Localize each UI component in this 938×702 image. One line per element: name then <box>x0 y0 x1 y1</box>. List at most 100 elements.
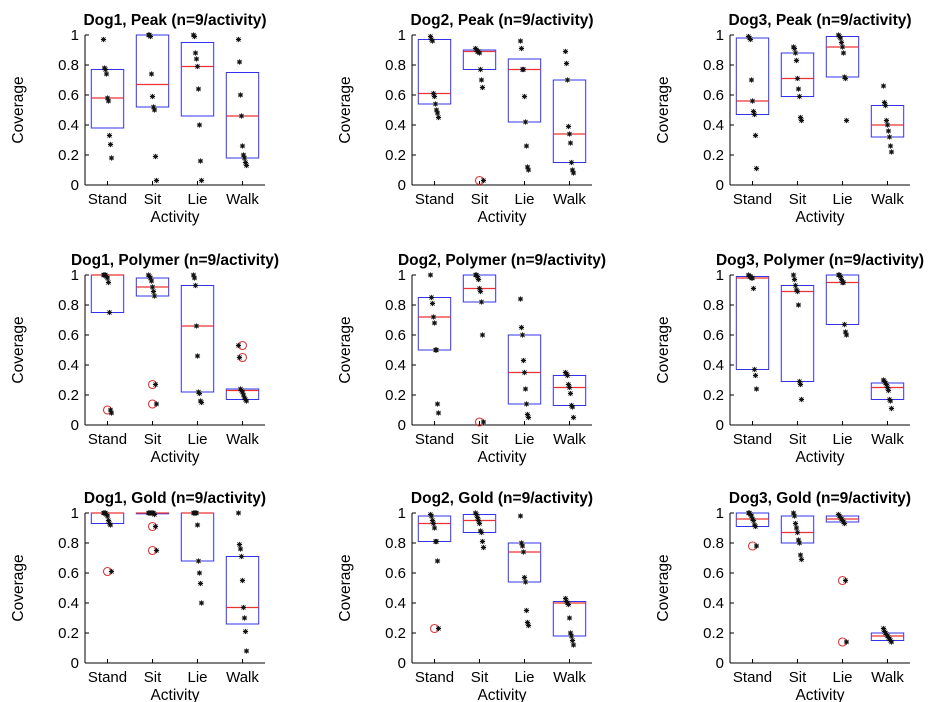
data-point <box>564 372 571 379</box>
data-point <box>239 389 246 395</box>
data-point <box>478 77 485 83</box>
x-tick-label: Stand <box>88 669 127 686</box>
data-point <box>193 56 200 62</box>
data-point <box>105 98 112 104</box>
y-tick-label: 0.4 <box>385 357 406 374</box>
data-point <box>473 511 480 518</box>
data-point <box>430 314 437 320</box>
data-point <box>522 386 529 392</box>
data-point <box>751 111 758 118</box>
y-tick-label: 1 <box>716 267 724 284</box>
data-point <box>151 107 158 113</box>
y-tick-label: 0.8 <box>385 297 406 314</box>
data-point <box>478 299 485 305</box>
data-point <box>797 552 804 558</box>
x-axis-label: Activity <box>150 449 199 466</box>
data-point <box>753 386 760 392</box>
data-point <box>563 60 570 67</box>
data-point <box>239 143 246 149</box>
data-point <box>522 579 529 585</box>
data-point <box>791 276 798 283</box>
data-point <box>478 529 485 536</box>
data-point <box>519 543 526 549</box>
y-tick-label: 0.6 <box>58 565 79 582</box>
data-point <box>152 153 159 160</box>
data-point <box>198 600 205 606</box>
data-point <box>791 45 798 52</box>
box-iqr <box>507 334 542 405</box>
x-tick-label: Sit <box>471 431 489 448</box>
y-tick-label: 0.2 <box>703 147 724 164</box>
data-point <box>476 50 483 56</box>
x-tick-label: Lie <box>514 431 534 448</box>
data-point <box>190 272 197 278</box>
data-point <box>107 141 114 148</box>
data-point <box>752 372 759 379</box>
data-point <box>523 143 530 149</box>
data-point <box>842 577 849 584</box>
data-point <box>431 93 438 100</box>
x-tick-label: Walk <box>553 191 586 208</box>
data-point <box>433 107 440 113</box>
data-point <box>152 381 159 388</box>
data-point <box>750 517 757 524</box>
x-axis-label: Activity <box>150 209 199 226</box>
data-point <box>567 140 574 146</box>
y-axis-label: Coverage <box>10 554 27 621</box>
x-tick-label: Walk <box>871 191 904 208</box>
data-point <box>566 615 573 621</box>
data-point <box>193 510 200 516</box>
data-point <box>431 320 438 326</box>
data-point <box>242 628 249 635</box>
y-tick-label: 0.8 <box>385 535 406 552</box>
data-point <box>886 134 893 140</box>
data-point <box>197 158 204 164</box>
data-point <box>794 288 801 295</box>
y-tick-label: 0 <box>398 177 406 194</box>
data-point <box>433 347 440 353</box>
data-point <box>883 381 890 388</box>
y-tick-label: 1 <box>716 27 724 44</box>
data-point <box>798 117 805 124</box>
y-tick-label: 0.6 <box>385 565 406 582</box>
y-tick-label: 0.2 <box>385 387 406 404</box>
data-point <box>238 553 245 560</box>
y-tick-label: 1 <box>71 27 79 44</box>
data-point <box>518 45 525 52</box>
boxplot-panel-5: Dog2, Polymer (n=9/activity) 0 0.2 0.4 0.6 0.… <box>337 252 606 466</box>
data-point <box>522 119 529 125</box>
data-point <box>837 273 844 280</box>
data-point <box>882 102 889 109</box>
data-point <box>790 510 797 516</box>
data-point <box>790 272 797 278</box>
x-tick-label: Sit <box>471 191 489 208</box>
data-point <box>195 558 202 564</box>
data-point <box>517 38 524 44</box>
data-point <box>147 275 154 281</box>
data-point <box>521 574 528 581</box>
x-axis-label: Activity <box>795 209 844 226</box>
y-axis-label: Coverage <box>655 76 672 143</box>
data-point <box>428 513 435 519</box>
data-point <box>427 272 434 278</box>
data-point <box>432 101 439 107</box>
y-tick-label: 0.2 <box>58 387 79 404</box>
box-iqr <box>180 512 215 562</box>
data-point <box>791 513 798 519</box>
y-tick-label: 0.2 <box>58 147 79 164</box>
box-iqr <box>225 556 260 625</box>
data-point <box>243 162 250 169</box>
data-point <box>566 384 573 391</box>
data-point <box>240 604 247 611</box>
y-tick-label: 0 <box>71 417 79 434</box>
x-tick-label: Lie <box>832 431 852 448</box>
data-point <box>105 517 112 524</box>
data-point <box>792 50 799 56</box>
chart-title: Dog2, Gold (n=9/activity) <box>411 490 593 507</box>
data-point <box>431 525 438 531</box>
data-point <box>517 296 524 302</box>
x-tick-label: Walk <box>226 431 259 448</box>
boxplot-panel-3: Dog3, Peak (n=9/activity) 0 0.2 0.4 0.6 0.8 1 S… <box>655 12 912 226</box>
y-tick-label: 0 <box>398 655 406 672</box>
data-point <box>842 329 849 335</box>
